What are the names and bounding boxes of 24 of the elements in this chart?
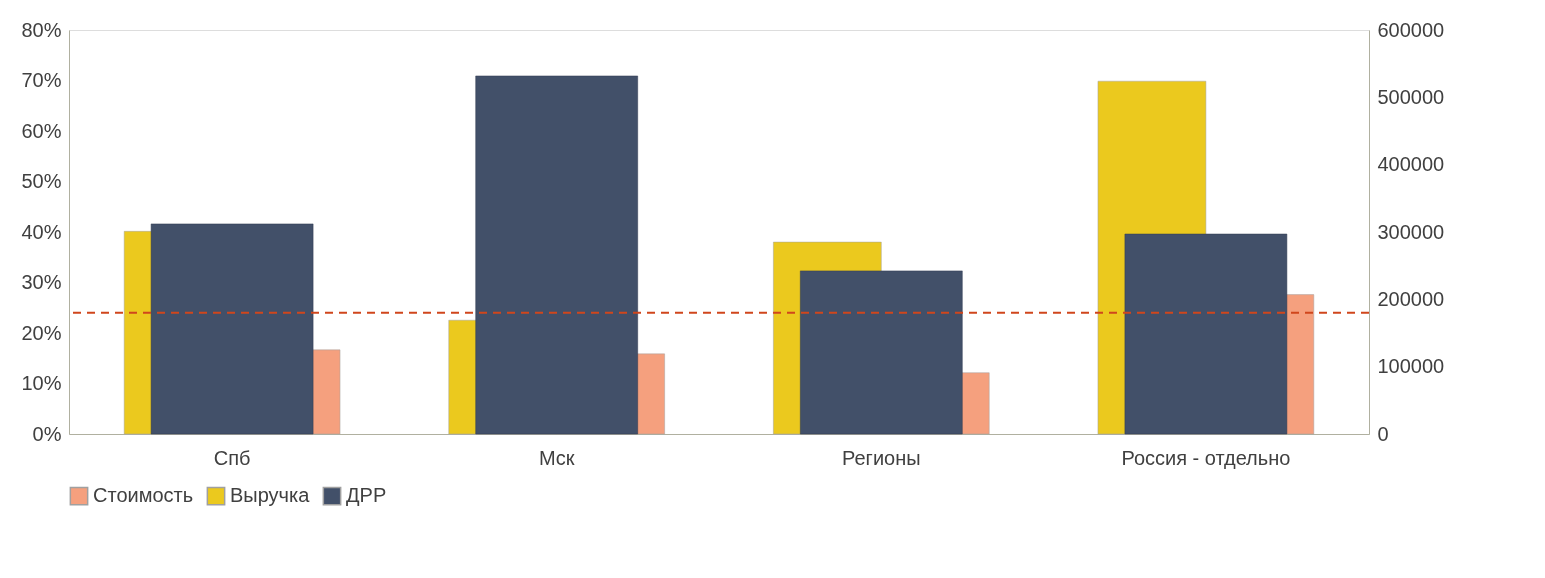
x-tick-label: Россия - отдельно [1121, 446, 1291, 469]
x-tick-label: Регионы [842, 446, 921, 469]
y-tick-label: 80% [21, 18, 62, 41]
y2-tick-label: 200000 [1377, 287, 1445, 310]
y2-tick-label: 0 [1377, 422, 1389, 445]
x-tick-label: Мск [538, 446, 575, 469]
y-tick-label: 0% [32, 422, 62, 445]
y2-tick-label: 400000 [1377, 153, 1445, 176]
y2-tick-label: 600000 [1377, 18, 1445, 41]
y2-tick-label: 100000 [1377, 355, 1445, 378]
legend-label: Стоимость [93, 484, 194, 507]
x-tick-label: Спб [213, 446, 251, 469]
y2-tick-label: 500000 [1377, 85, 1445, 108]
y-tick-label: 10% [21, 372, 62, 394]
y-tick-label: 70% [21, 69, 62, 91]
y2-tick-label: 300000 [1377, 220, 1445, 243]
y-tick-label: 60% [21, 119, 62, 142]
y-tick-label: 50% [21, 170, 62, 192]
legend-label: Выручка [230, 484, 311, 507]
bar [475, 75, 638, 435]
y-tick-label: 30% [21, 271, 62, 293]
y-tick-label: 40% [21, 220, 62, 243]
y-tick-label: 20% [21, 321, 62, 344]
legend-label: ДРР [346, 484, 387, 507]
